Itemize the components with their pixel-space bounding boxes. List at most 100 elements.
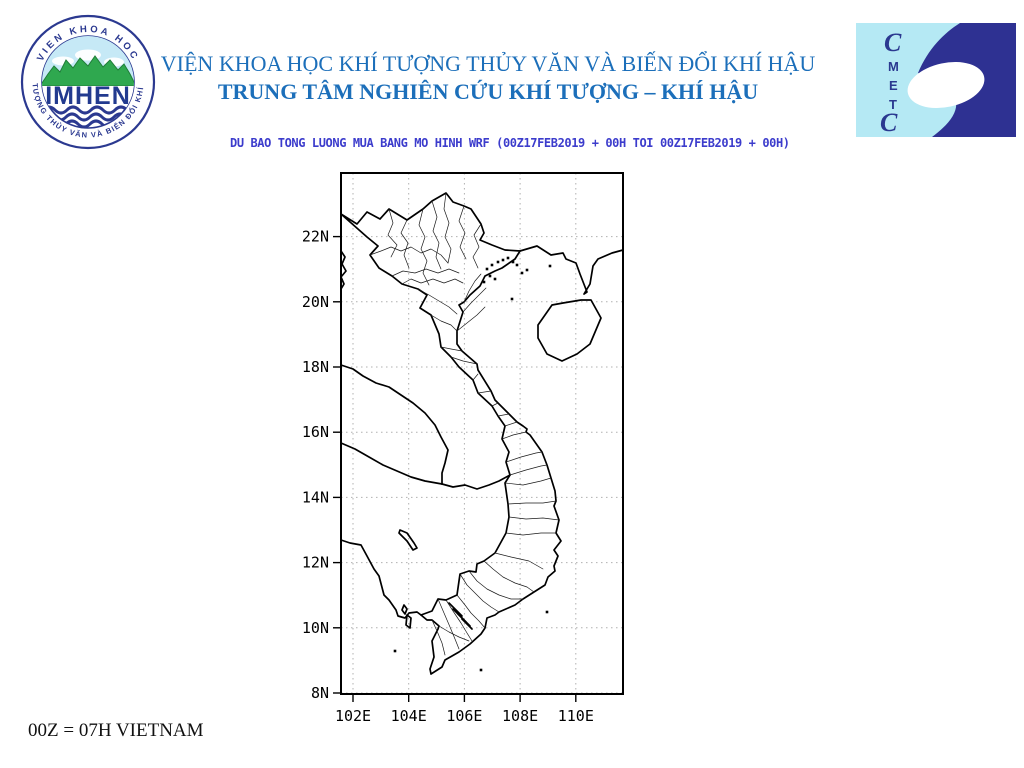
province-boundary xyxy=(438,625,470,642)
institute-title: VIỆN KHOA HỌC KHÍ TƯỢNG THỦY VĂN VÀ BIẾN… xyxy=(160,51,816,76)
coastline-border xyxy=(340,250,347,290)
metc-letter-e: E xyxy=(889,78,898,93)
island-dot xyxy=(490,263,494,267)
province-boundary xyxy=(401,278,464,285)
province-boundary xyxy=(431,619,446,656)
lon-tick-label: 102E xyxy=(335,707,371,725)
province-boundary xyxy=(505,532,557,536)
province-boundary xyxy=(400,219,410,269)
lat-tick-label: 8N xyxy=(311,684,329,702)
lat-tick-label: 18N xyxy=(302,358,329,376)
province-boundary xyxy=(491,402,499,407)
province-boundary xyxy=(468,570,524,600)
province-boundary xyxy=(458,205,467,260)
province-boundary xyxy=(462,287,487,313)
timezone-note: 00Z = 07H VIETNAM xyxy=(28,720,204,741)
metc-letter-m: M xyxy=(888,59,899,74)
coastline-border xyxy=(519,245,624,295)
imhen-mountains xyxy=(42,55,134,87)
coastline-border xyxy=(340,539,422,619)
map-frame xyxy=(340,172,624,695)
forecast-subtitle: DU BAO TONG LUONG MUA BANG MO HINH WRF (… xyxy=(230,136,790,150)
map-plot-area: 22N 20N 18N 16N 14N 12N 10N 8N 102E 104E 106E 108E 1… xyxy=(302,172,624,725)
island-dot xyxy=(479,668,483,672)
island-dot xyxy=(548,264,552,268)
province-boundary xyxy=(456,306,486,332)
metc-letter-c-top: C xyxy=(884,28,902,57)
province-boundary xyxy=(440,346,463,352)
imhen-center-text: IMHEN xyxy=(45,82,131,110)
province-boundary xyxy=(483,560,535,593)
island-dot xyxy=(501,258,505,262)
province-boundary xyxy=(504,477,552,486)
imhen-logo: IMHEN VIEN KHOA HOC KHÍ TƯỢNG THỦY VĂN V… xyxy=(18,12,156,150)
island-dot xyxy=(515,263,519,267)
coastline-border xyxy=(461,618,473,630)
coastline-border xyxy=(441,474,511,490)
province-boundary xyxy=(443,192,452,264)
province-boundary xyxy=(507,500,557,505)
lon-tick-label: 110E xyxy=(558,707,594,725)
province-boundary xyxy=(509,464,548,476)
province-boundary xyxy=(494,552,544,570)
province-boundary xyxy=(504,421,518,427)
province-boundary xyxy=(391,268,460,277)
province-boundary xyxy=(501,431,527,440)
lat-tick-label: 16N xyxy=(302,423,329,441)
lat-tick-label: 10N xyxy=(302,619,329,637)
lat-tick-label: 14N xyxy=(302,488,329,506)
island-dot xyxy=(482,280,486,284)
province-boundary xyxy=(463,273,482,303)
metc-letter-t: T xyxy=(889,97,897,112)
coastline-border xyxy=(340,192,562,675)
province-boundary xyxy=(456,594,486,629)
lat-tick-label: 22N xyxy=(302,228,329,246)
province-boundary xyxy=(430,314,458,332)
page-header: VIỆN KHOA HỌC KHÍ TƯỢNG THỦY VĂN VÀ BIẾN… xyxy=(0,50,976,106)
province-boundary xyxy=(450,356,478,365)
lat-tick-label: 20N xyxy=(302,293,329,311)
province-boundary xyxy=(472,373,479,381)
province-boundary xyxy=(387,208,398,258)
metc-white-oval xyxy=(907,62,985,108)
province-boundary xyxy=(477,390,492,394)
lon-tick-label: 104E xyxy=(391,707,427,725)
province-boundary xyxy=(505,451,543,463)
island-dot xyxy=(545,610,549,614)
island-dot xyxy=(393,649,397,653)
coastline-border xyxy=(448,602,463,617)
island-dot xyxy=(496,260,500,264)
province-boundary xyxy=(497,413,510,417)
province-boundary xyxy=(431,200,442,270)
coastline-border xyxy=(401,604,408,615)
lat-tick-label: 12N xyxy=(302,554,329,572)
island-dot xyxy=(511,260,515,264)
lon-tick-label: 108E xyxy=(502,707,538,725)
province-boundary xyxy=(369,246,449,264)
island-dot xyxy=(510,297,514,301)
island-dot xyxy=(493,277,497,281)
island-dot xyxy=(525,268,529,272)
province-boundary xyxy=(445,599,473,642)
island-dot xyxy=(520,271,524,275)
island-dot xyxy=(488,274,492,278)
island-dot xyxy=(485,267,489,271)
province-boundary xyxy=(417,288,458,315)
metc-logo: C M E T C xyxy=(856,23,1016,137)
vietnam-map-svg: 22N 20N 18N 16N 14N 12N 10N 8N 102E 104E 106E 108E 1… xyxy=(302,172,624,725)
province-boundary xyxy=(472,223,482,269)
coastline-border xyxy=(340,364,449,485)
lon-tick-label: 106E xyxy=(446,707,482,725)
coastline-border xyxy=(340,442,443,485)
province-boundary xyxy=(459,573,500,613)
coastline-border xyxy=(405,614,412,629)
island-dot xyxy=(506,256,510,260)
province-boundary xyxy=(508,516,560,521)
coastline-border xyxy=(398,529,418,551)
coastline-border xyxy=(537,299,602,362)
center-title: TRUNG TÂM NGHIÊN CỨU KHÍ TƯỢNG – KHÍ HẬU xyxy=(217,79,759,104)
province-boundary xyxy=(418,208,430,286)
province-boundary xyxy=(437,598,460,650)
metc-letter-c-bottom: C xyxy=(880,108,898,137)
